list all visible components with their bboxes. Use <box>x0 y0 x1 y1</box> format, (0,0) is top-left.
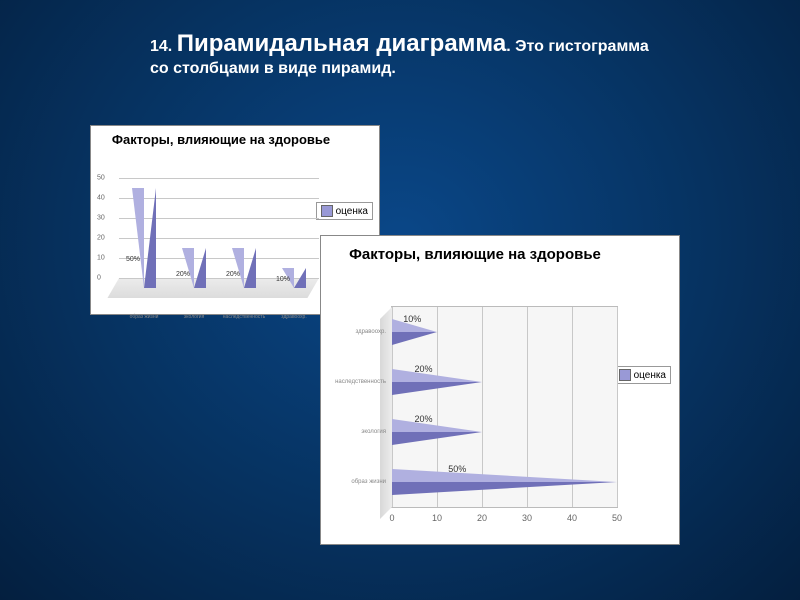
title-block: 14. Пирамидальная диаграмма. Это гистогр… <box>150 30 710 78</box>
legend-label: оценка <box>336 206 368 217</box>
legend-label: оценка <box>634 370 666 381</box>
chart2-panel: Факторы, влияющие на здоровье оценка 010… <box>320 235 680 545</box>
y-tick-label: 0 <box>97 275 101 282</box>
category-label: экология <box>328 429 386 435</box>
chart2-legend: оценка <box>614 366 671 384</box>
data-label: 50% <box>126 256 140 263</box>
data-label: 20% <box>415 414 433 424</box>
category-label: здравоохр. <box>328 329 386 335</box>
data-label: 20% <box>415 364 433 374</box>
legend-swatch-icon <box>619 369 631 381</box>
x-tick-label: 40 <box>567 513 577 523</box>
category-label: здравоохр. <box>281 314 306 320</box>
chart1-plot: 0102030405050%образ жизни20%экология20%н… <box>119 178 319 298</box>
x-tick-label: 50 <box>612 513 622 523</box>
title-number: 14. <box>150 38 172 55</box>
gridline <box>119 178 319 179</box>
category-label: наследственность <box>328 379 386 385</box>
title-rest: . Это гистограмма <box>506 38 649 55</box>
y-tick-label: 40 <box>97 195 105 202</box>
y-tick-label: 50 <box>97 175 105 182</box>
chart1-title: Факторы, влияющие на здоровье <box>91 132 351 147</box>
title-main: Пирамидальная диаграмма <box>177 30 507 57</box>
data-label: 20% <box>176 271 190 278</box>
slide: 14. Пирамидальная диаграмма. Это гистогр… <box>0 0 800 600</box>
x-tick-label: 20 <box>477 513 487 523</box>
y-tick-label: 10 <box>97 255 105 262</box>
chart2-plot: 0102030405050%образ жизни20%экология20%н… <box>391 306 618 508</box>
category-label: экология <box>184 314 205 320</box>
gridline <box>617 307 618 507</box>
category-label: образ жизни <box>328 479 386 485</box>
data-label: 50% <box>448 464 466 474</box>
x-tick-label: 30 <box>522 513 532 523</box>
chart2-title: Факторы, влияющие на здоровье <box>321 246 629 263</box>
title-line2: со столбцами в виде пирамид. <box>150 60 710 78</box>
data-label: 10% <box>403 314 421 324</box>
category-label: образ жизни <box>130 314 159 320</box>
category-label: наследственность <box>223 314 265 320</box>
y-tick-label: 30 <box>97 215 105 222</box>
legend-swatch-icon <box>321 205 333 217</box>
data-label: 20% <box>226 271 240 278</box>
x-tick-label: 10 <box>432 513 442 523</box>
x-tick-label: 0 <box>389 513 394 523</box>
data-label: 10% <box>276 276 290 283</box>
chart1-legend: оценка <box>316 202 373 220</box>
y-tick-label: 20 <box>97 235 105 242</box>
chart2-wall <box>380 307 392 519</box>
